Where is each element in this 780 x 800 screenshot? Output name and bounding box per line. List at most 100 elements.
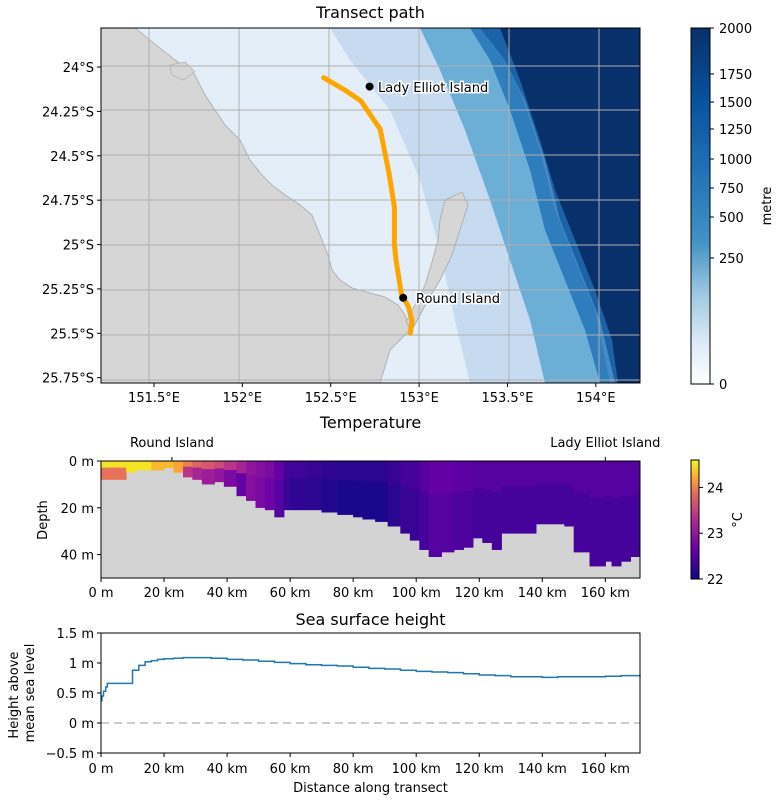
temperature-xtick-label: 100 km <box>392 586 441 601</box>
ssh-xtick-label: 140 km <box>518 762 567 777</box>
map-ytick-label: 25.5°S <box>50 327 94 342</box>
temperature-ytick-label: 40 m <box>61 549 94 564</box>
temperature-xtick-label: 20 km <box>144 586 185 601</box>
temperature-xtick-label: 160 km <box>581 586 630 601</box>
temperature-top-label: Round Island <box>130 436 214 451</box>
temperature-colorbar-tick-label: 22 <box>707 573 724 588</box>
map-xtick-label: 153.5°E <box>481 391 533 406</box>
temperature-column <box>164 461 174 468</box>
temperature-column-deep <box>589 497 606 567</box>
map-xtick-label: 152°E <box>223 391 263 406</box>
temperature-column-deep <box>573 492 590 553</box>
temperature-xtick-label: 0 m <box>88 586 113 601</box>
map-title: Transect path <box>315 3 425 22</box>
map-deep-water-edge <box>470 28 618 383</box>
ssh-ylabel-line-2: mean sea level <box>23 644 38 743</box>
temperature-column-deep <box>264 478 275 511</box>
temperature-column-deep <box>290 478 307 511</box>
ssh-ytick-label: 1 m <box>69 657 94 672</box>
ssh-xtick-label: 80 km <box>333 762 374 777</box>
depth-colorbar-tick-label: 1500 <box>719 96 752 111</box>
temperature-xtick-label: 120 km <box>455 586 504 601</box>
temperature-column-deep <box>611 497 622 567</box>
temperature-column-deep <box>400 486 411 534</box>
temperature-column-deep <box>101 467 127 480</box>
ssh-ytick-label: −0.5 m <box>46 747 94 762</box>
depth-colorbar-tick-label: 1750 <box>719 68 752 83</box>
temperature-column-deep <box>554 483 565 525</box>
depth-colorbar-tick-label: 750 <box>719 182 744 197</box>
temperature-column-deep <box>192 467 203 480</box>
temperature-column-deep <box>337 479 354 515</box>
map-ytick-label: 25.25°S <box>42 283 94 298</box>
temperature-column-deep <box>545 483 556 525</box>
temperature-colorbar-tick-label: 24 <box>707 481 724 496</box>
depth-colorbar-tick-label: 250 <box>719 252 744 267</box>
temperature-column-deep <box>482 489 493 543</box>
ssh-ytick-label: 1.5 m <box>57 627 94 642</box>
map-ytick-label: 25.75°S <box>42 372 94 387</box>
temperature-title: Temperature <box>319 413 421 432</box>
depth-colorbar-label: metre <box>760 187 775 226</box>
ssh-plot-area <box>101 633 640 753</box>
temperature-column <box>135 461 152 471</box>
temperature-column-deep <box>419 492 430 550</box>
temperature-column <box>126 461 137 473</box>
temperature-column-deep <box>621 496 631 562</box>
temperature-column-deep <box>630 494 640 557</box>
temperature-column-deep <box>491 492 502 550</box>
temperature-column-deep <box>428 494 442 557</box>
temperature-top-label: Lady Elliot Island <box>550 436 660 451</box>
temperature-column <box>151 461 165 471</box>
temperature-column-deep <box>353 480 364 518</box>
map-xtick-label: 153°E <box>399 391 439 406</box>
map-xtick-label: 152.5°E <box>305 391 357 406</box>
temperature-column-deep <box>223 470 237 487</box>
temperature-column-deep <box>441 492 455 553</box>
temperature-column-deep <box>472 488 483 539</box>
map-island <box>405 191 469 331</box>
depth-colorbar-tick-label: 1250 <box>719 123 752 138</box>
map-ytick-label: 24.75°S <box>42 194 94 209</box>
temperature-frame <box>100 460 641 579</box>
map-xtick-label: 154°E <box>576 391 616 406</box>
ssh-ylabel-line-1: Height above <box>7 652 22 739</box>
depth-colorbar-tick-label: 2000 <box>719 22 752 37</box>
temperature-column-deep <box>255 477 266 508</box>
ssh-xtick-label: 100 km <box>392 762 441 777</box>
temperature-column-deep <box>274 480 285 518</box>
temperature-column-deep <box>564 483 575 527</box>
ssh-series <box>101 656 641 702</box>
map-gridlines <box>101 28 640 383</box>
temperature-xtick-label: 80 km <box>333 586 374 601</box>
lady-elliot-marker <box>365 82 374 91</box>
temperature-ytick-label: 0 m <box>69 455 94 470</box>
temperature-column-deep <box>387 483 401 527</box>
temperature-ylabel: Depth <box>36 500 51 540</box>
temperature-column-deep <box>305 478 323 511</box>
temperature-column-deep <box>321 479 338 513</box>
temperature-xtick-label: 140 km <box>518 586 567 601</box>
ssh-xtick-label: 60 km <box>270 762 311 777</box>
temperature-column-deep <box>201 469 215 485</box>
temperature-column-deep <box>513 486 527 534</box>
map-xtick-label: 151.5°E <box>128 391 180 406</box>
temperature-column-deep <box>375 482 389 522</box>
temperature-column-deep <box>214 468 225 483</box>
ssh-title: Sea surface height <box>295 610 445 629</box>
temperature-column-deep <box>605 496 612 562</box>
map-frame <box>100 27 641 384</box>
temperature-colorbar-label: °C <box>731 512 746 528</box>
temperature-colorbar <box>690 459 700 580</box>
ssh-xtick-label: 40 km <box>207 762 248 777</box>
round-island-label: Round Island <box>416 292 500 307</box>
ssh-xtick-label: 160 km <box>581 762 630 777</box>
temperature-column-deep <box>236 473 247 497</box>
ssh-xtick-label: 20 km <box>144 762 185 777</box>
temperature-column-deep <box>501 486 515 534</box>
ssh-ytick-label: 0 m <box>69 717 94 732</box>
temperature-column-deep <box>362 481 376 520</box>
map-slope-mid <box>420 28 610 383</box>
ssh-ylabel: Height above mean sea level <box>7 644 38 743</box>
